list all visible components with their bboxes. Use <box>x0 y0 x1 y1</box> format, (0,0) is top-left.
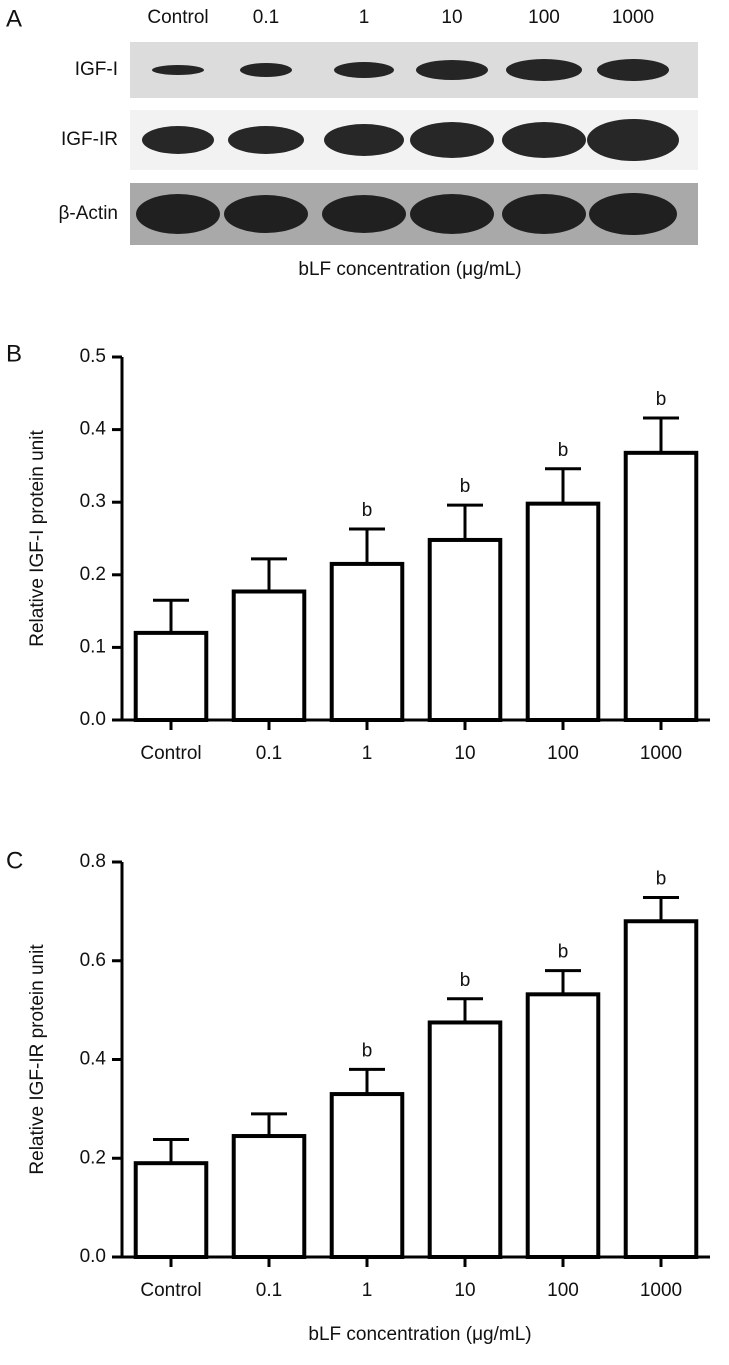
blot-band <box>502 122 586 158</box>
panel-label: B <box>6 340 22 367</box>
panel-label: C <box>6 847 23 874</box>
bar <box>623 919 699 1259</box>
lane-label: 1 <box>359 7 370 28</box>
significance-label: b <box>460 476 471 497</box>
y-axis-label: Relative IGF-I protein unit <box>27 430 48 647</box>
blot-band <box>589 193 677 235</box>
blot-band <box>136 194 220 234</box>
x-tick-label: 100 <box>547 1280 579 1301</box>
x-tick-label: 0.1 <box>256 743 282 764</box>
x-axis-label: bLF concentration (μg/mL) <box>308 1324 531 1345</box>
bar <box>525 992 601 1259</box>
y-tick-label: 0.1 <box>80 636 106 657</box>
blot-band <box>597 59 669 81</box>
bar <box>133 1161 209 1259</box>
significance-label: b <box>558 942 569 963</box>
blot-band <box>334 62 394 78</box>
lane-label: 1000 <box>612 7 654 28</box>
lane-label: 100 <box>528 7 560 28</box>
lane-label: 0.1 <box>253 7 279 28</box>
blot-band <box>506 59 582 81</box>
significance-label: b <box>362 500 373 521</box>
y-axis-label: Relative IGF-IR protein unit <box>27 944 48 1175</box>
blot-band <box>224 195 308 233</box>
x-tick-label: 1 <box>362 743 373 764</box>
x-tick-label: 1 <box>362 1280 373 1301</box>
x-tick-label: 10 <box>454 743 475 764</box>
significance-label: b <box>362 1040 373 1061</box>
blot-band <box>502 194 586 234</box>
y-tick-label: 0.0 <box>80 1246 106 1267</box>
blot-band <box>410 194 494 234</box>
lane-label: Control <box>147 7 208 28</box>
y-tick-label: 0.2 <box>80 564 106 585</box>
x-tick-label: 1000 <box>640 1280 682 1301</box>
x-tick-label: Control <box>140 1280 201 1301</box>
bar <box>329 561 405 722</box>
y-tick-label: 0.6 <box>80 950 106 971</box>
blot-band <box>152 65 204 75</box>
x-tick-label: 1000 <box>640 743 682 764</box>
bar <box>623 450 699 722</box>
bar <box>427 1020 503 1259</box>
significance-label: b <box>656 389 667 410</box>
y-tick-label: 0.4 <box>80 419 107 440</box>
blot-band <box>322 195 406 233</box>
blot-band <box>240 63 292 77</box>
bar <box>133 630 209 723</box>
y-tick-label: 0.5 <box>80 346 106 367</box>
x-tick-label: 10 <box>454 1280 475 1301</box>
y-tick-label: 0.4 <box>80 1049 107 1070</box>
blot-band <box>587 119 679 161</box>
y-tick-label: 0.8 <box>80 851 106 872</box>
x-axis-label: bLF concentration (μg/mL) <box>298 259 521 280</box>
row-label: IGF-I <box>75 59 118 80</box>
bar <box>231 1134 307 1259</box>
x-tick-label: 100 <box>547 743 579 764</box>
bar <box>525 501 601 723</box>
y-tick-label: 0.0 <box>80 709 106 730</box>
row-label: IGF-IR <box>61 129 118 150</box>
row-label: β-Actin <box>59 203 119 224</box>
blot-band <box>228 126 304 154</box>
y-tick-label: 0.3 <box>80 491 106 512</box>
significance-label: b <box>656 869 667 890</box>
blot-band <box>416 60 488 80</box>
blot-band <box>324 124 404 156</box>
significance-label: b <box>460 970 471 991</box>
bar <box>329 1092 405 1259</box>
blot-band <box>410 122 494 158</box>
significance-label: b <box>558 440 569 461</box>
bar <box>427 537 503 723</box>
y-tick-label: 0.2 <box>80 1147 106 1168</box>
x-tick-label: 0.1 <box>256 1280 282 1301</box>
blot-band <box>142 126 214 154</box>
x-tick-label: Control <box>140 743 201 764</box>
bar <box>231 589 307 722</box>
lane-label: 10 <box>441 7 462 28</box>
panel-label: A <box>6 5 22 32</box>
